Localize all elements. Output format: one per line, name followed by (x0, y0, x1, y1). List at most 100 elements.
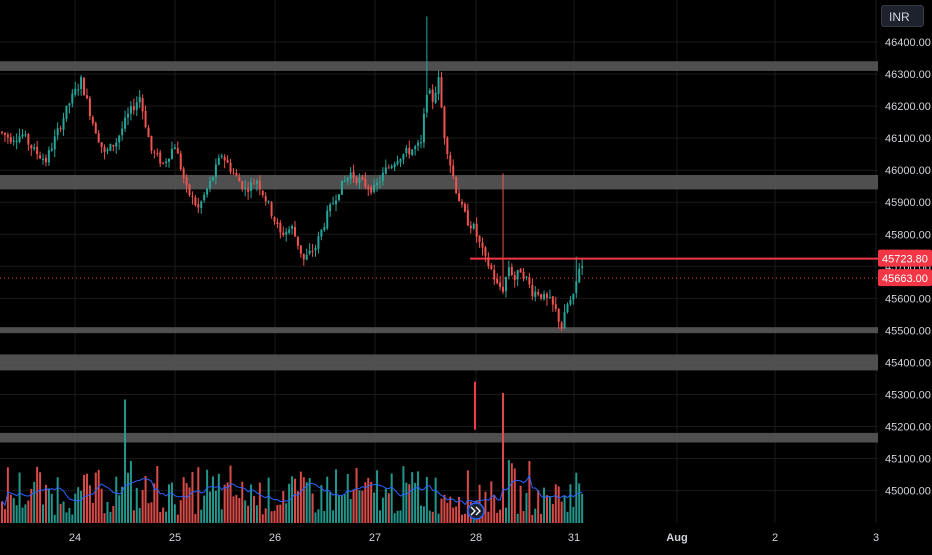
candle (531, 278, 534, 301)
volume-bar (364, 482, 367, 523)
candle-body (33, 147, 36, 150)
candle (1, 130, 3, 135)
candle (42, 153, 45, 165)
candle (461, 199, 464, 208)
zone-band (0, 354, 878, 371)
volume-bar (42, 504, 45, 523)
volume-bar (534, 508, 537, 523)
candle-body (516, 270, 519, 280)
volume-bar (343, 494, 346, 523)
candle (294, 220, 296, 237)
candle-body (540, 294, 543, 299)
candle (121, 121, 124, 141)
volume-bar (124, 399, 127, 523)
candle (44, 154, 47, 167)
candle (247, 181, 250, 200)
volume-bar (6, 467, 9, 523)
candle (244, 180, 247, 197)
candle-body (194, 197, 197, 206)
candle (182, 166, 185, 184)
volume-bar (294, 478, 296, 523)
candle-body (170, 148, 173, 159)
candle (74, 81, 77, 97)
horizontal-line-label: 45723.80 (878, 249, 932, 267)
candle-body (504, 277, 507, 292)
candle (458, 188, 461, 202)
volume-bar (68, 508, 71, 523)
candle-body (337, 194, 340, 201)
candle (510, 263, 513, 277)
candle-body (355, 177, 358, 183)
candle (91, 115, 94, 126)
volume-bar (496, 512, 499, 523)
candle-body (273, 217, 276, 222)
candle (425, 16, 428, 118)
candle (399, 158, 402, 167)
candle-body (399, 159, 402, 163)
candle (543, 290, 546, 301)
x-tick-label: 3 (873, 532, 879, 544)
candle-body (200, 201, 203, 209)
candle (21, 129, 24, 139)
candle-body (349, 172, 352, 179)
volume-bar (566, 511, 569, 523)
candle-body (197, 204, 200, 208)
candle (434, 86, 437, 104)
candle-body (458, 193, 461, 202)
volume-bar (170, 482, 173, 523)
x-tick-label: Aug (666, 532, 687, 544)
candle-body (534, 291, 537, 297)
candle-body (229, 162, 232, 172)
x-tick-label: 26 (269, 532, 281, 544)
double-chevron-right-icon[interactable] (467, 502, 485, 520)
volume-bar (305, 482, 308, 523)
candle (337, 194, 340, 202)
volume-bar (548, 496, 551, 523)
volume-bar (545, 494, 548, 523)
candle-body (12, 140, 15, 142)
currency-button[interactable]: INR (881, 5, 924, 27)
candle-body (326, 210, 329, 229)
volume-bar (3, 509, 6, 523)
candle (18, 128, 21, 144)
candle-body (65, 105, 68, 119)
candle (170, 141, 173, 160)
volume-bar (288, 483, 291, 523)
x-tick-label: 2 (772, 532, 778, 544)
candle-body (566, 304, 569, 313)
volume-bar (355, 468, 358, 523)
volume-bar (522, 511, 525, 523)
candle (194, 194, 197, 207)
candle-body (335, 200, 338, 205)
candle-body (554, 304, 557, 310)
candle-body (364, 178, 367, 187)
candle-body (141, 98, 144, 112)
volume-bar (241, 481, 244, 523)
candle (496, 273, 499, 285)
candle-body (419, 142, 422, 144)
volume-bar (452, 507, 455, 523)
candle (519, 267, 522, 273)
candle (311, 243, 314, 257)
volume-bar (414, 482, 417, 523)
volume-bar (44, 484, 47, 523)
volume-group (1, 393, 584, 523)
volume-bar (80, 490, 83, 523)
volume-bar (59, 503, 62, 523)
candle (376, 178, 379, 192)
volume-bar (323, 511, 326, 523)
candle-body (209, 180, 212, 188)
volume-bar (162, 507, 165, 523)
volume-bar (329, 492, 332, 523)
candle-body (80, 76, 83, 90)
volume-bar (144, 475, 147, 523)
volume-bar (27, 500, 30, 523)
volume-bar (428, 510, 431, 523)
volume-bar (525, 492, 528, 523)
volume-bar (393, 513, 396, 523)
candle-body (62, 118, 65, 130)
candle-body (255, 181, 258, 184)
candle (414, 144, 417, 156)
